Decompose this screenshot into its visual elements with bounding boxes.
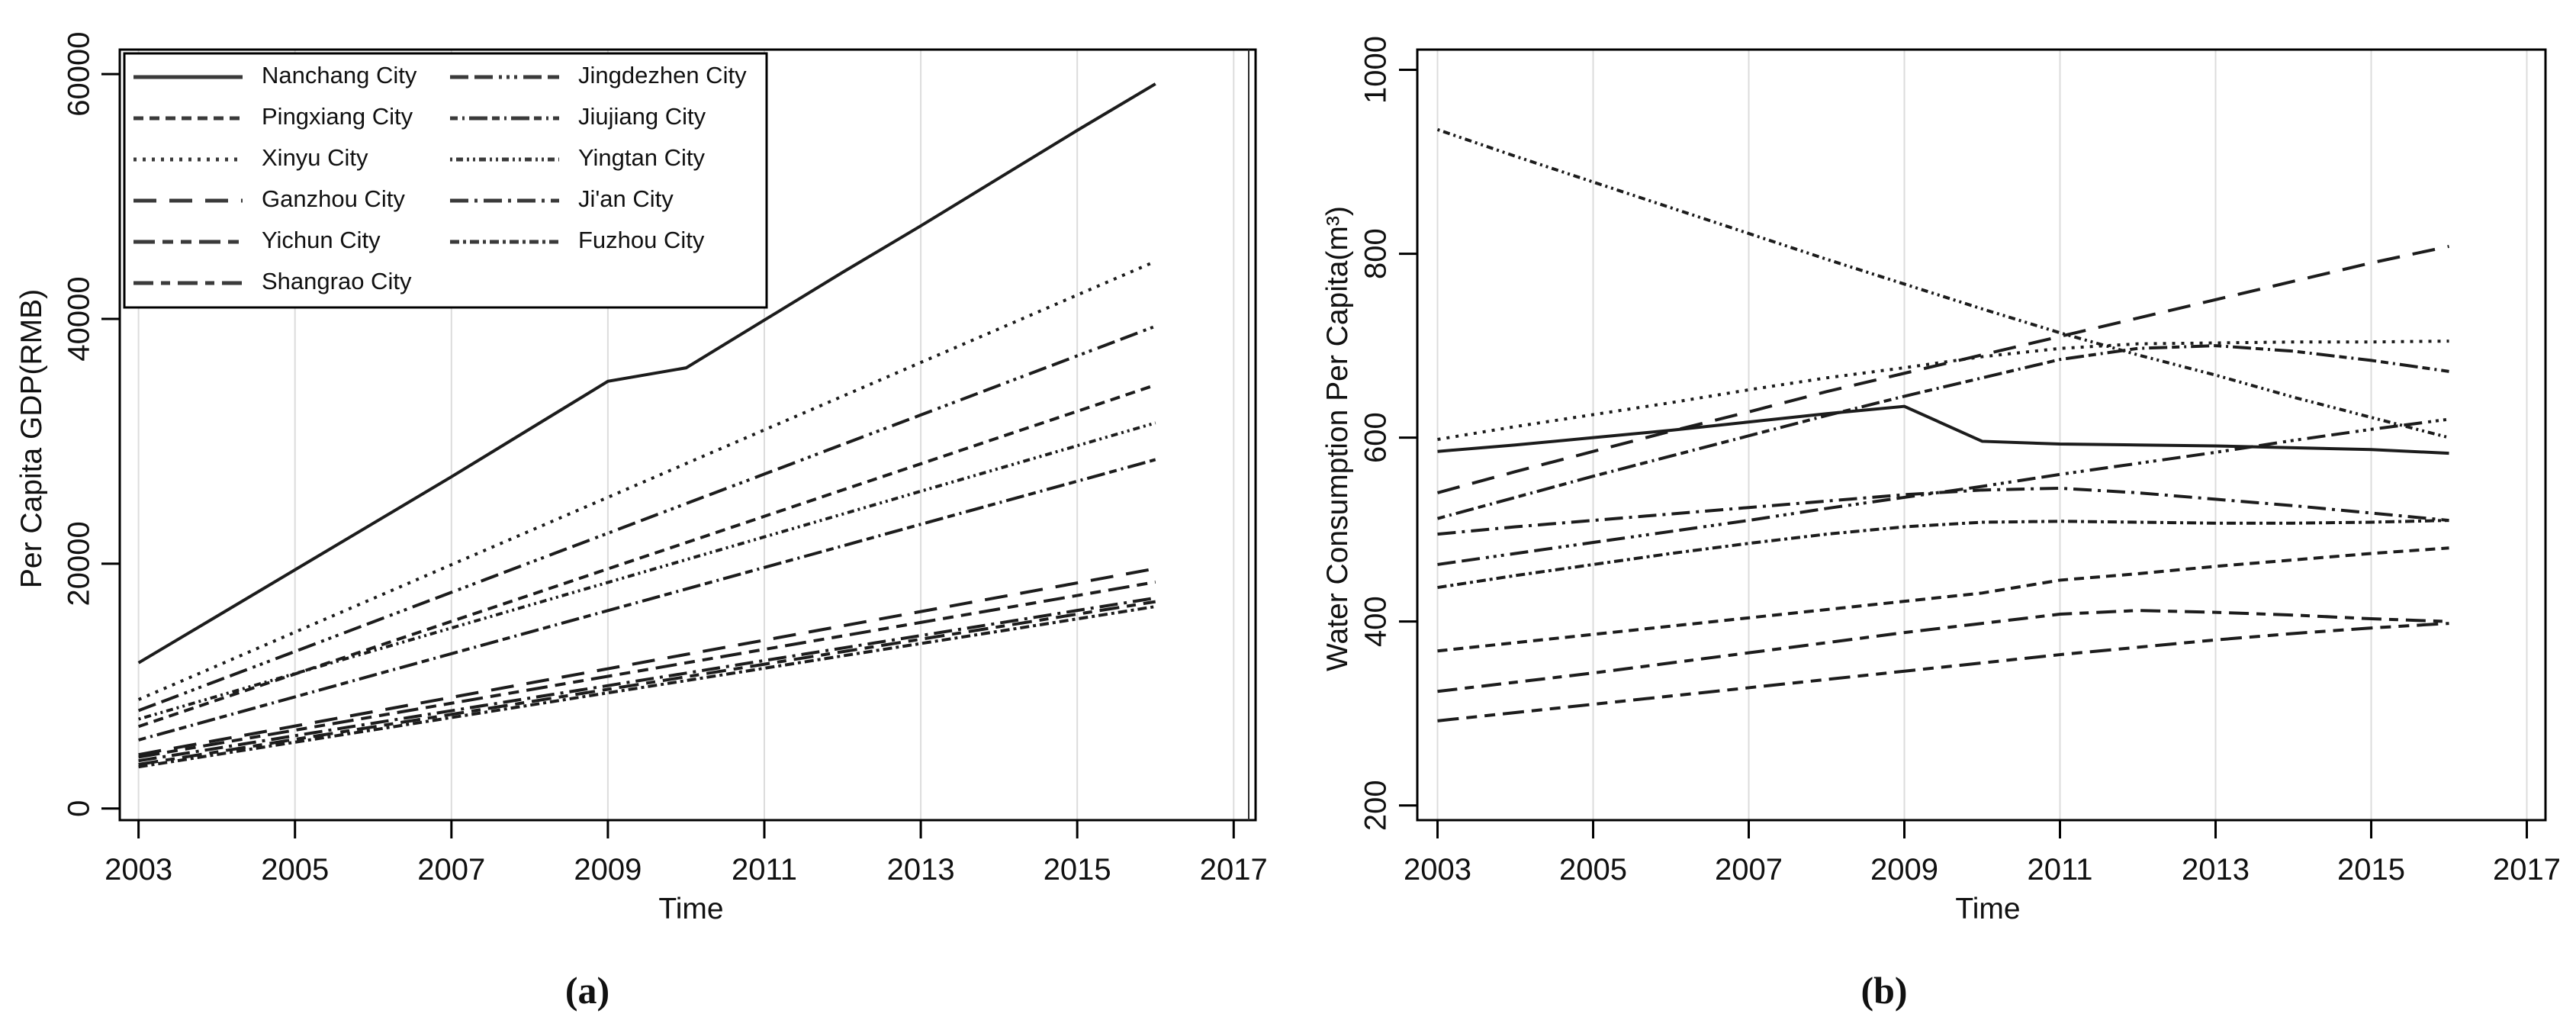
series-line-jiujiang-city <box>138 458 1156 742</box>
x-tick-label: 2015 <box>1044 853 1111 887</box>
x-tick-label: 2017 <box>2493 853 2561 887</box>
series-line-xinyu-city <box>137 259 1156 701</box>
y-tick-label: 20000 <box>63 521 96 606</box>
x-tick-label: 2009 <box>1870 853 1938 887</box>
series-line-ji-an-city <box>1437 486 2449 536</box>
y-tick-label: 400 <box>1359 596 1393 647</box>
series-line-pingxiang-city <box>137 383 1156 729</box>
series-line-shangrao-city <box>138 600 1156 766</box>
y-tick-label: 0 <box>63 800 96 817</box>
legend-label-nanchang-city: Nanchang City <box>262 62 417 88</box>
legend-label-yingtan-city: Yingtan City <box>578 144 705 171</box>
plot-border <box>1416 48 2547 822</box>
legend-box <box>123 52 768 309</box>
series-line-yichun-city <box>138 580 1156 759</box>
y-tick-label: 200 <box>1359 780 1393 831</box>
x-tick-label: 2005 <box>261 853 329 887</box>
legend-label-shangrao-city: Shangrao City <box>262 268 412 294</box>
x-tick-label: 2013 <box>887 853 955 887</box>
chart-a-caption: (a) <box>564 969 610 1012</box>
x-tick-label: 2005 <box>1559 853 1627 887</box>
legend-label-ganzhou-city: Ganzhou City <box>262 185 405 212</box>
series-line-ganzhou-city <box>1436 244 2449 494</box>
y-tick-label: 600 <box>1359 412 1393 463</box>
chart-b: 2003 2005 2007 2009 2011 2013 2015 2017 200 400 60… <box>1359 36 2561 887</box>
series-line-ganzhou-city <box>138 567 1156 757</box>
x-tick-label: 2009 <box>574 853 642 887</box>
legend-label-fuzhou-city: Fuzhou City <box>578 227 705 253</box>
x-tick-label: 2007 <box>1715 853 1783 887</box>
series-line-nanchang-city <box>137 82 1156 665</box>
x-tick-label: 2013 <box>2182 853 2250 887</box>
legend-label-ji-an-city: Ji'an City <box>578 185 674 212</box>
x-tick-label: 2003 <box>105 853 172 887</box>
chart-a-y-axis-label: Per Capita GDP(RMB) <box>15 288 48 589</box>
x-tick-label: 2011 <box>2028 853 2093 887</box>
series-line-pingxiang-city <box>1437 546 2449 653</box>
x-tick-label: 2015 <box>2337 853 2405 887</box>
series-line-fuzhou-city <box>138 605 1156 769</box>
legend-label-yichun-city: Yichun City <box>262 227 381 253</box>
y-tick-label: 40000 <box>63 276 96 361</box>
series-line-nanchang-city <box>1437 404 2449 455</box>
legend-label-jingdezhen-city: Jingdezhen City <box>578 62 747 88</box>
plot-border <box>118 48 1257 822</box>
legend-label-pingxiang-city: Pingxiang City <box>262 103 413 130</box>
y-tick-label: 800 <box>1359 228 1393 279</box>
x-tick-label: 2011 <box>732 853 797 887</box>
y-tick-label: 60000 <box>63 31 96 116</box>
chart-a-x-axis-label: Time <box>658 893 724 925</box>
y-tick-label: 1000 <box>1359 36 1393 104</box>
chart-b-caption: (b) <box>1860 969 1908 1012</box>
series-line-jiujiang-city <box>1436 344 2449 520</box>
x-tick-label: 2007 <box>417 853 485 887</box>
legend-label-jiujiang-city: Jiujiang City <box>578 103 706 130</box>
legend: Nanchang City Pingxiang City Xinyu City Gan… <box>123 52 768 309</box>
series-line-fuzhou-city <box>1437 519 2449 590</box>
x-tick-label: 2003 <box>1404 853 1471 887</box>
chart-b-y-axis-label: Water Consumption Per Capita(m³) <box>1321 206 1354 671</box>
series-line-yingtan-city <box>1436 127 2450 439</box>
legend-label-xinyu-city: Xinyu City <box>262 144 368 171</box>
series-line-ji-an-city <box>138 596 1156 763</box>
chart-a: 2003 2005 2007 2009 2011 2013 2015 2017 0 20000 40… <box>63 31 1268 887</box>
chart-b-x-axis-label: Time <box>1955 893 2021 925</box>
series-line-yichun-city <box>1437 622 2449 722</box>
x-tick-label: 2017 <box>1200 853 1268 887</box>
series-line-shangrao-city <box>1437 609 2449 693</box>
series-line-jingdezhen-city <box>137 324 1156 713</box>
